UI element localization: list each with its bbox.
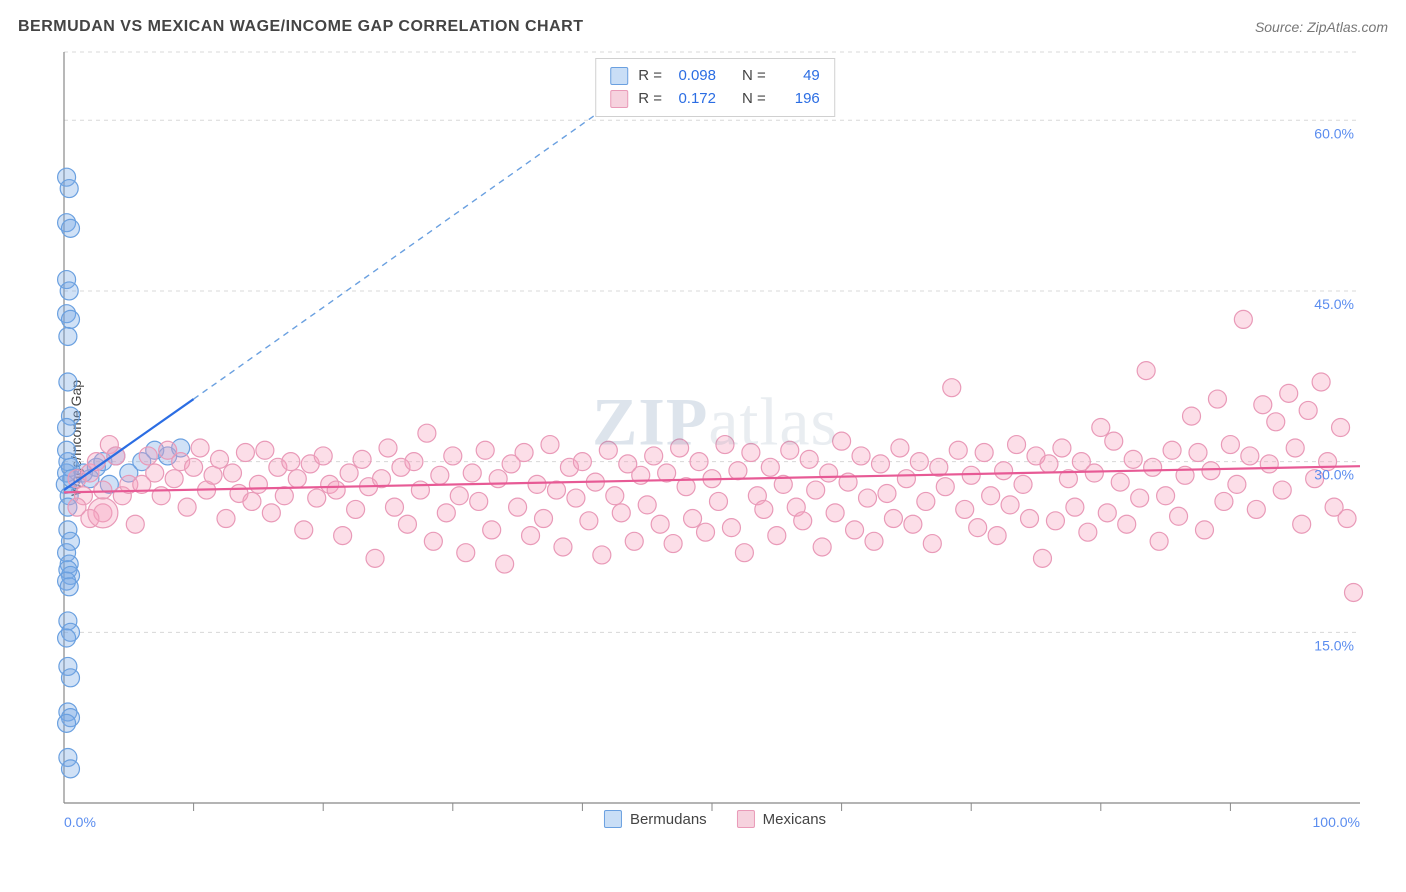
r-label: R = [638, 65, 662, 88]
scatter-chart: 15.0% 30.0% 45.0% 60.0% 0.0% 100.0% [50, 48, 1380, 828]
n-value-2: 196 [776, 88, 820, 111]
r-value-2: 0.172 [672, 88, 716, 111]
legend-series: Bermudans Mexicans [604, 810, 826, 828]
legend-item-mexicans: Mexicans [737, 810, 826, 828]
title-bar: BERMUDAN VS MEXICAN WAGE/INCOME GAP CORR… [18, 18, 1388, 36]
swatch-bermudans [610, 67, 628, 85]
r-label-2: R = [638, 88, 662, 111]
svg-text:15.0%: 15.0% [1314, 637, 1354, 653]
n-label: N = [742, 65, 766, 88]
legend-label-1: Bermudans [630, 811, 707, 828]
legend-label-2: Mexicans [763, 811, 826, 828]
source-text: Source: ZipAtlas.com [1255, 19, 1388, 35]
plot-area: Wage/Income Gap 15.0%30.0%45.0%60.0%0.0%… [50, 48, 1380, 828]
swatch-mexicans-2 [737, 810, 755, 828]
legend-stats-row-1: R = 0.098 N = 49 [610, 65, 820, 88]
n-value-1: 49 [776, 65, 820, 88]
svg-text:100.0%: 100.0% [1313, 814, 1360, 828]
swatch-bermudans-2 [604, 810, 622, 828]
svg-text:30.0%: 30.0% [1314, 467, 1354, 483]
svg-text:60.0%: 60.0% [1314, 125, 1354, 141]
legend-stats-row-2: R = 0.172 N = 196 [610, 88, 820, 111]
n-label-2: N = [742, 88, 766, 111]
legend-item-bermudans: Bermudans [604, 810, 707, 828]
svg-text:45.0%: 45.0% [1314, 296, 1354, 312]
svg-text:0.0%: 0.0% [64, 814, 96, 828]
legend-stats: R = 0.098 N = 49 R = 0.172 N = 196 [595, 58, 835, 117]
chart-title: BERMUDAN VS MEXICAN WAGE/INCOME GAP CORR… [18, 18, 583, 36]
r-value-1: 0.098 [672, 65, 716, 88]
swatch-mexicans [610, 90, 628, 108]
